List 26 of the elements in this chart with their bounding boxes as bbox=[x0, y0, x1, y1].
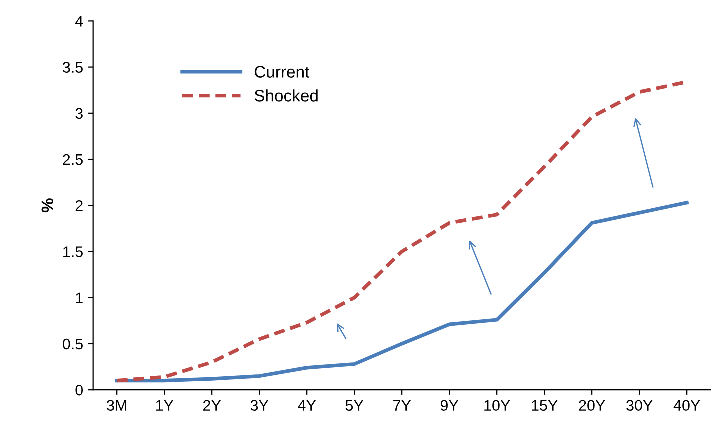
x-tick-label: 10Y bbox=[484, 400, 510, 412]
x-tick-label: 5Y bbox=[346, 400, 364, 412]
legend-label: Shocked bbox=[254, 90, 318, 102]
y-tick-label: 3.5 bbox=[62, 62, 83, 73]
y-tick-label: 4 bbox=[75, 16, 84, 27]
y-tick-label: 1.5 bbox=[64, 246, 83, 258]
y-tick-label: 2 bbox=[76, 200, 83, 212]
x-tick-label: 3Y bbox=[250, 400, 269, 412]
x-tick-label: 20Y bbox=[579, 400, 606, 412]
y-tick-label: 1 bbox=[76, 292, 83, 304]
x-tick-label: 9Y bbox=[440, 400, 459, 412]
x-tick-label: 7Y bbox=[394, 400, 412, 411]
y-tick-label: 0.5 bbox=[62, 338, 83, 350]
y-tick-label: 0 bbox=[76, 384, 84, 396]
x-tick-label: 30Y bbox=[626, 400, 653, 412]
y-tick-label: 2.5 bbox=[63, 154, 83, 166]
line-series bbox=[115, 201, 689, 383]
x-tick-label: 3M bbox=[107, 400, 126, 412]
x-tick-label: 4Y bbox=[298, 400, 316, 411]
x-tick-label: 1Y bbox=[156, 400, 174, 411]
x-tick-label: 2Y bbox=[204, 400, 222, 411]
y-tick-label: 3 bbox=[76, 108, 83, 120]
x-tick-label: 15Y bbox=[532, 400, 558, 412]
legend-label: Current bbox=[254, 66, 310, 78]
x-tick-label: 40Y bbox=[674, 400, 700, 412]
y-axis-title: % bbox=[42, 198, 54, 213]
